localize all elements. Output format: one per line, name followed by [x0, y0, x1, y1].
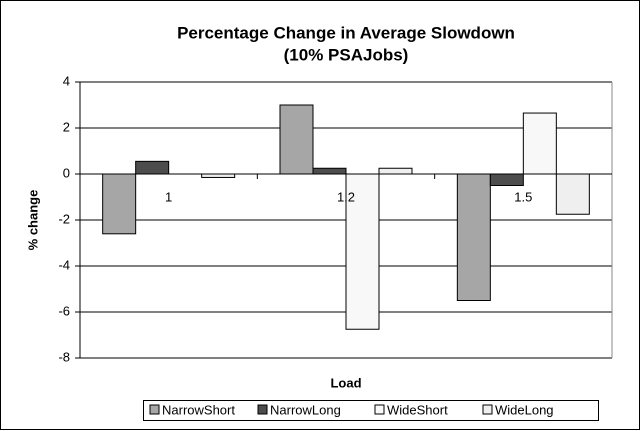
bar — [345, 173, 380, 330]
bar — [135, 160, 170, 175]
x-axis-title: Load — [330, 375, 361, 390]
y-tick-label: 2 — [63, 119, 70, 134]
y-tick-label: 4 — [63, 73, 70, 88]
y-tick-label: -4 — [58, 257, 70, 272]
chart-title: Percentage Change in Average Slowdown — [177, 23, 515, 42]
x-tick-label: 1.2 — [337, 189, 355, 204]
y-tick-label: 0 — [63, 165, 70, 180]
bar — [201, 173, 236, 178]
legend-label: NarrowShort — [162, 402, 235, 417]
legend-label: NarrowLong — [270, 402, 341, 417]
bar — [102, 173, 137, 235]
x-tick-label: 1 — [165, 189, 172, 204]
bar — [312, 167, 347, 175]
bar — [489, 173, 524, 186]
bar — [279, 104, 314, 175]
legend-swatch — [149, 404, 160, 415]
y-tick-label: -8 — [58, 349, 70, 364]
chart-subtitle: (10% PSAJobs) — [284, 45, 409, 64]
bar — [378, 167, 413, 175]
y-tick-label: -6 — [58, 303, 70, 318]
legend-label: WideShort — [387, 402, 448, 417]
bar — [522, 112, 557, 175]
legend-swatch — [482, 404, 493, 415]
legend-swatch — [257, 404, 268, 415]
y-axis-title: % change — [25, 190, 40, 251]
bar — [555, 173, 590, 215]
x-tick-label: 1.5 — [514, 189, 532, 204]
y-tick-label: -2 — [58, 211, 70, 226]
legend-label: WideLong — [495, 402, 554, 417]
bar — [456, 173, 491, 301]
legend-swatch — [374, 404, 385, 415]
